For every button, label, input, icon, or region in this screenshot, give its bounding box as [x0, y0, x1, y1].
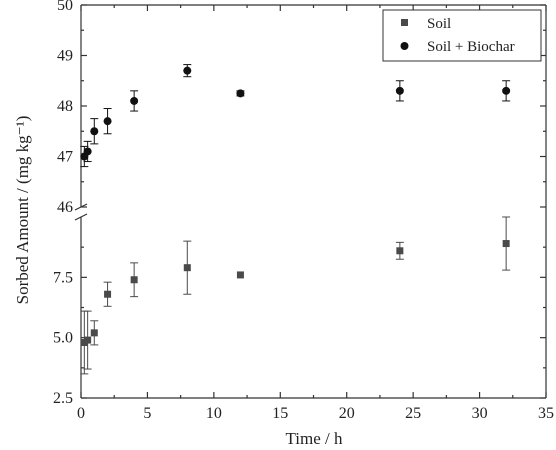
legend-marker-soil — [401, 19, 408, 26]
data-point — [502, 86, 511, 95]
x-tick-label: 15 — [272, 405, 288, 422]
axis-break-mark — [74, 213, 88, 221]
x-tick-label: 10 — [206, 405, 222, 422]
data-point — [130, 276, 138, 284]
data-point — [130, 96, 139, 105]
y-tick-label: 48 — [57, 98, 73, 115]
tick-marks — [80, 4, 547, 399]
x-tick-label: 30 — [472, 405, 488, 422]
data-point — [103, 117, 112, 126]
data-point — [502, 240, 510, 248]
y-tick-label: 50 — [57, 0, 73, 14]
data-point — [90, 329, 98, 337]
legend-marker-soil-biochar — [400, 42, 409, 50]
data-point — [84, 336, 92, 344]
data-point — [183, 66, 192, 75]
legend-label-soil-biochar: Soil + Biochar — [427, 39, 515, 55]
data-point — [236, 89, 245, 98]
y-tick-label: 2.5 — [53, 390, 73, 407]
x-tick-label: 5 — [143, 405, 151, 422]
y-tick-label: 46 — [57, 199, 73, 216]
x-axis-label: Time / h — [285, 429, 343, 448]
y-tick-label: 7.5 — [53, 269, 73, 286]
legend-box — [382, 9, 542, 62]
series-soil-biochar — [80, 64, 511, 168]
legend-label-soil: Soil — [427, 16, 451, 32]
data-point — [183, 264, 191, 272]
data-point — [236, 271, 244, 279]
y-tick-label: 47 — [57, 149, 73, 166]
y-tick-label: 5.0 — [53, 330, 73, 347]
axes — [74, 4, 547, 399]
tick-labels: 0 5 10 15 20 25 30 35 46 47 48 49 50 2.5 5.0 7.5 — [53, 0, 554, 422]
data-point — [395, 86, 404, 95]
data-point — [90, 127, 99, 136]
x-tick-label: 0 — [77, 405, 85, 422]
x-tick-label: 35 — [538, 405, 554, 422]
series-soil — [80, 216, 511, 375]
data-point — [104, 290, 112, 298]
y-tick-label: 49 — [57, 48, 73, 65]
data-marks — [80, 64, 511, 375]
data-point — [83, 147, 92, 156]
y-axis-label: Sorbed Amount / (mg kg⁻¹) — [13, 116, 32, 305]
x-tick-label: 20 — [339, 405, 355, 422]
data-point — [396, 247, 404, 255]
legend: Soil Soil + Biochar — [382, 9, 542, 62]
x-tick-label: 25 — [405, 405, 421, 422]
